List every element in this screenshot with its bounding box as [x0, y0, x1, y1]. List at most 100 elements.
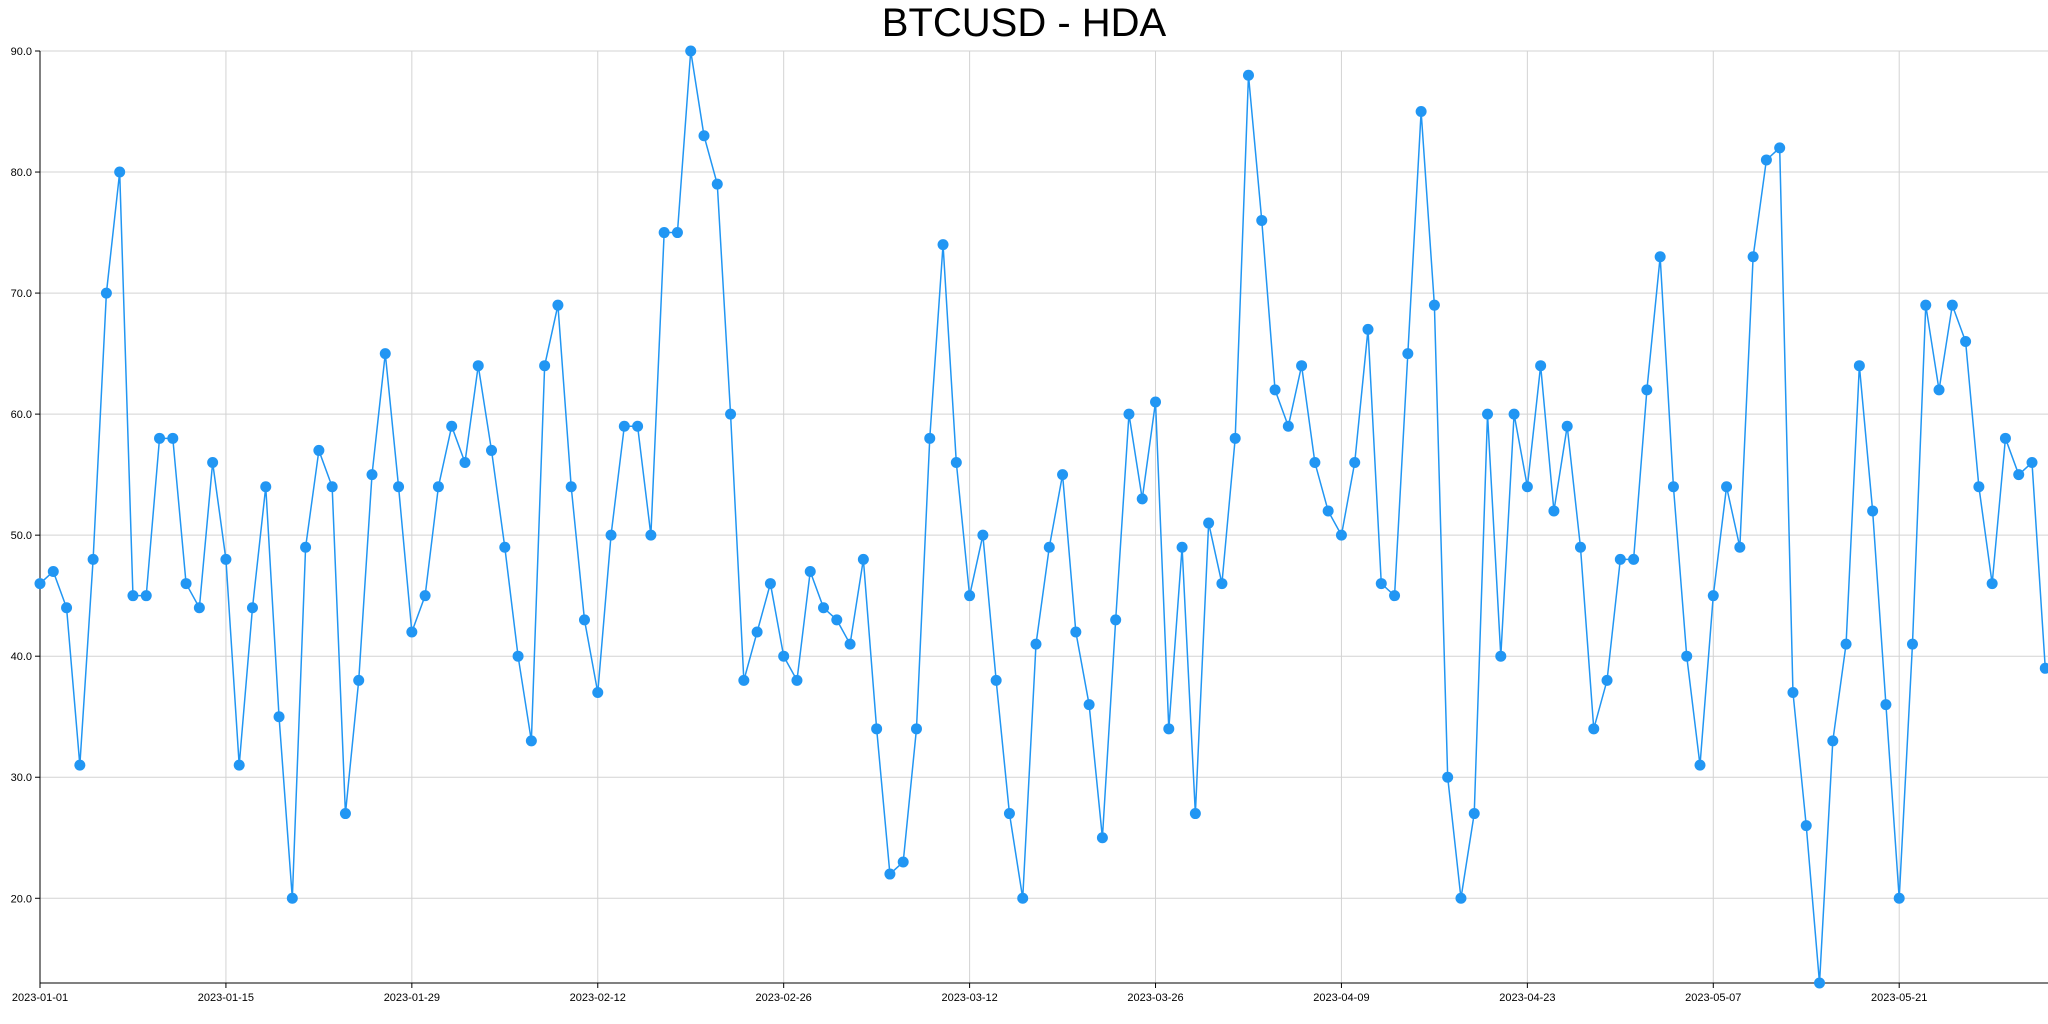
data-point — [1973, 481, 1985, 493]
data-point — [1535, 360, 1547, 372]
data-point — [1734, 541, 1746, 553]
data-point — [180, 578, 192, 590]
data-point — [1521, 481, 1533, 493]
data-point — [1163, 723, 1175, 735]
data-point — [1322, 505, 1334, 517]
data-point — [1176, 541, 1188, 553]
data-point — [1415, 106, 1427, 118]
data-point — [1229, 432, 1241, 444]
data-point — [1920, 299, 1932, 311]
y-tick-label: 90.0 — [11, 46, 32, 58]
data-point — [1654, 251, 1666, 263]
data-point — [74, 759, 86, 771]
data-point — [831, 614, 843, 626]
data-point — [1707, 590, 1719, 602]
data-point — [698, 130, 710, 142]
x-tick-label: 2023-03-26 — [1127, 992, 1183, 1004]
data-point — [1999, 432, 2011, 444]
data-point — [512, 650, 524, 662]
data-point — [990, 674, 1002, 686]
data-point — [1455, 892, 1467, 904]
data-point — [1017, 892, 1029, 904]
data-point — [260, 481, 272, 493]
data-point — [1774, 142, 1786, 154]
data-point — [1216, 578, 1228, 590]
y-tick-label: 40.0 — [11, 651, 32, 663]
data-point — [220, 553, 232, 565]
data-point — [592, 687, 604, 699]
data-point — [1933, 384, 1945, 396]
data-point — [844, 638, 856, 650]
data-point — [1508, 408, 1520, 420]
data-point — [725, 408, 737, 420]
data-point — [804, 565, 816, 577]
data-point — [61, 602, 73, 614]
data-point — [1667, 481, 1679, 493]
data-point — [605, 529, 617, 541]
x-tick-label: 2023-03-12 — [941, 992, 997, 1004]
data-point — [353, 674, 365, 686]
data-point — [406, 626, 418, 638]
data-point — [1960, 335, 1972, 347]
y-tick-label: 30.0 — [11, 772, 32, 784]
data-point — [525, 735, 537, 747]
x-tick-label: 2023-02-12 — [570, 992, 626, 1004]
data-point — [1296, 360, 1308, 372]
y-tick-label: 60.0 — [11, 409, 32, 421]
data-point — [1588, 723, 1600, 735]
y-tick-label: 80.0 — [11, 167, 32, 179]
data-point — [578, 614, 590, 626]
data-point — [857, 553, 869, 565]
data-point — [273, 711, 285, 723]
data-point — [1083, 699, 1095, 711]
data-point — [910, 723, 922, 735]
data-point — [1986, 578, 1998, 590]
data-point — [34, 578, 46, 590]
data-point — [1561, 420, 1573, 432]
data-point — [1110, 614, 1122, 626]
data-point — [2026, 457, 2038, 469]
data-point — [2039, 662, 2048, 674]
data-point — [977, 529, 989, 541]
data-point — [685, 45, 697, 57]
data-point — [658, 227, 670, 239]
data-point — [2013, 469, 2025, 481]
data-point — [140, 590, 152, 602]
data-point — [1442, 771, 1454, 783]
data-point — [818, 602, 830, 614]
data-point — [167, 432, 179, 444]
data-point — [326, 481, 338, 493]
data-point — [924, 432, 936, 444]
data-point — [791, 674, 803, 686]
data-point — [486, 444, 498, 456]
data-point — [1123, 408, 1135, 420]
data-point — [1057, 469, 1069, 481]
data-point — [1242, 69, 1254, 81]
data-point — [1893, 892, 1905, 904]
data-point — [246, 602, 258, 614]
data-point — [1853, 360, 1865, 372]
x-tick-label: 2023-01-29 — [384, 992, 440, 1004]
data-point — [1030, 638, 1042, 650]
data-point — [1628, 553, 1640, 565]
data-point — [1428, 299, 1440, 311]
data-point — [339, 808, 351, 820]
x-tick-label: 2023-02-26 — [756, 992, 812, 1004]
series-line — [39, 50, 2047, 984]
data-point — [552, 299, 564, 311]
data-point — [1574, 541, 1586, 553]
data-point — [114, 166, 126, 178]
data-point — [937, 239, 949, 251]
x-tick-label: 2023-04-23 — [1499, 992, 1555, 1004]
chart-title: BTCUSD - HDA — [881, 1, 1167, 45]
data-point — [1906, 638, 1918, 650]
data-point — [1601, 674, 1613, 686]
data-point — [778, 650, 790, 662]
y-tick-label: 50.0 — [11, 530, 32, 542]
data-point — [233, 759, 245, 771]
x-tick-label: 2023-05-21 — [1871, 992, 1927, 1004]
data-point — [1867, 505, 1879, 517]
data-point — [871, 723, 883, 735]
data-point — [100, 287, 112, 299]
